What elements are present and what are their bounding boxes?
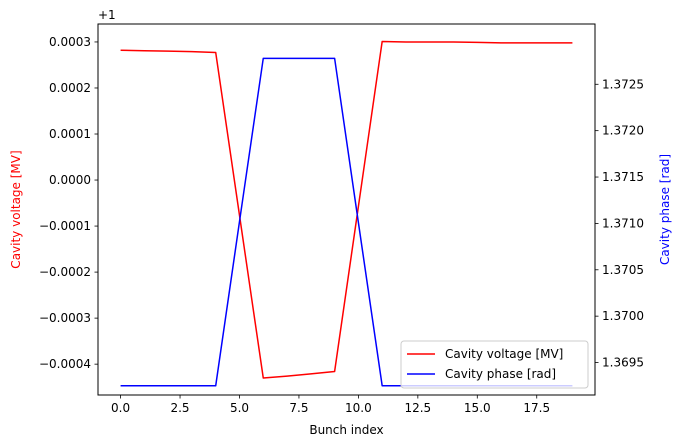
- series-line-cavity-voltage: [120, 40, 573, 379]
- x-axis-ticks: 0.0 2.5 5.0 7.5 10.0 12.5 15.0 17.5: [111, 395, 550, 415]
- right-axis-ticks: 1.3725 1.3720 1.3715 1.3710 1.3705 1.3700 1.36…: [595, 77, 644, 370]
- left-tick-label: −0.0003: [39, 311, 91, 325]
- legend: Cavity voltage [MV] Cavity phase [rad]: [400, 340, 589, 389]
- x-tick-label: 0.0: [111, 401, 130, 415]
- right-tick-label: 1.3695: [602, 356, 644, 370]
- right-tick-label: 1.3710: [602, 216, 644, 230]
- left-tick-label: −0.0001: [39, 219, 91, 233]
- x-tick-label: 2.5: [170, 401, 189, 415]
- series-layer: [120, 40, 573, 387]
- right-tick-label: 1.3715: [602, 170, 644, 184]
- left-axis-ticks: 0.0003 0.0002 0.0001 0.0000 −0.0001 −0.0002 −0…: [39, 35, 98, 371]
- right-tick-label: 1.3700: [602, 309, 644, 323]
- x-tick-label: 12.5: [404, 401, 431, 415]
- left-tick-label: 0.0000: [49, 173, 91, 187]
- right-tick-label: 1.3720: [602, 124, 644, 138]
- right-axis-label: Cavity phase [rad]: [658, 154, 672, 265]
- legend-label-voltage: Cavity voltage [MV]: [445, 347, 563, 361]
- x-tick-label: 10.0: [345, 401, 372, 415]
- x-axis-label: Bunch index: [309, 423, 383, 437]
- plot-area: [120, 40, 573, 387]
- left-tick-label: 0.0001: [49, 127, 91, 141]
- right-tick-label: 1.3705: [602, 263, 644, 277]
- left-tick-label: 0.0002: [49, 81, 91, 95]
- x-tick-label: 7.5: [289, 401, 308, 415]
- right-tick-label: 1.3725: [602, 77, 644, 91]
- series-line-cavity-phase: [120, 57, 573, 387]
- axes-frame: [97, 23, 596, 396]
- x-tick-label: 5.0: [230, 401, 249, 415]
- x-tick-label: 15.0: [464, 401, 491, 415]
- legend-box: [400, 340, 589, 389]
- left-tick-label: −0.0004: [39, 357, 91, 371]
- legend-label-phase: Cavity phase [rad]: [445, 367, 556, 381]
- left-axis-offset-text: +1: [98, 8, 116, 22]
- left-axis-label: Cavity voltage [MV]: [9, 150, 23, 268]
- left-tick-label: 0.0003: [49, 35, 91, 49]
- x-tick-label: 17.5: [523, 401, 550, 415]
- left-tick-label: −0.0002: [39, 265, 91, 279]
